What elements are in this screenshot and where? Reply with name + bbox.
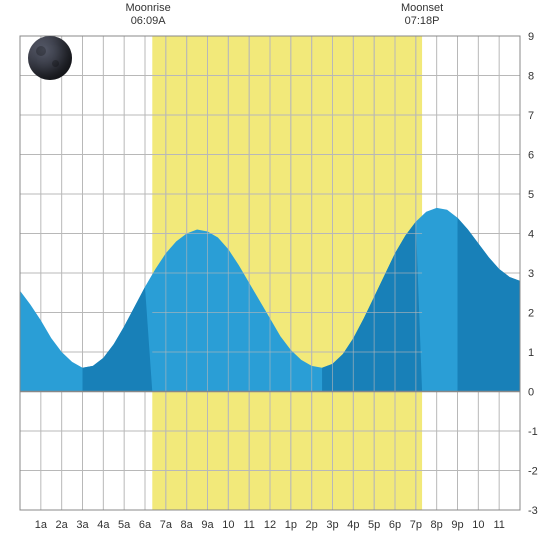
moonset-title: Moonset [392,2,452,15]
svg-text:3: 3 [528,268,534,280]
svg-text:8a: 8a [181,519,194,531]
svg-text:7a: 7a [160,519,173,531]
chart-canvas: -3-2-101234567891a2a3a4a5a6a7a8a9a101112… [0,0,550,550]
svg-text:11: 11 [243,519,254,531]
svg-text:10: 10 [222,519,234,531]
moonrise-label: Moonrise 06:09A [118,2,178,28]
svg-text:-2: -2 [528,466,538,478]
svg-text:1a: 1a [35,519,48,531]
svg-text:9p: 9p [451,519,463,531]
svg-text:3p: 3p [326,519,338,531]
svg-text:3a: 3a [76,519,89,531]
svg-text:1: 1 [528,347,534,359]
tide-chart: -3-2-101234567891a2a3a4a5a6a7a8a9a101112… [0,0,550,550]
svg-text:0: 0 [528,387,534,399]
svg-text:6: 6 [528,150,534,162]
moonset-time: 07:18P [392,15,452,28]
svg-text:4a: 4a [97,519,110,531]
svg-text:8: 8 [528,71,534,83]
svg-text:4p: 4p [347,519,359,531]
moonrise-time: 06:09A [118,15,178,28]
svg-text:6a: 6a [139,519,152,531]
svg-text:2a: 2a [56,519,69,531]
svg-text:5: 5 [528,189,534,201]
svg-text:-3: -3 [528,505,538,517]
svg-text:5a: 5a [118,519,131,531]
svg-text:1p: 1p [285,519,297,531]
svg-text:4: 4 [528,229,534,241]
svg-text:9: 9 [528,31,534,43]
svg-text:10: 10 [472,519,484,531]
svg-text:9a: 9a [201,519,214,531]
svg-text:8p: 8p [431,519,443,531]
svg-text:7: 7 [528,110,534,122]
svg-text:2p: 2p [306,519,318,531]
moonrise-title: Moonrise [118,2,178,15]
svg-text:7p: 7p [410,519,422,531]
svg-text:12: 12 [264,519,276,531]
svg-text:6p: 6p [389,519,401,531]
moon-phase-icon [28,36,72,80]
moonset-label: Moonset 07:18P [392,2,452,28]
svg-text:5p: 5p [368,519,380,531]
svg-text:11: 11 [493,519,504,531]
svg-text:2: 2 [528,308,534,320]
svg-text:-1: -1 [528,426,538,438]
